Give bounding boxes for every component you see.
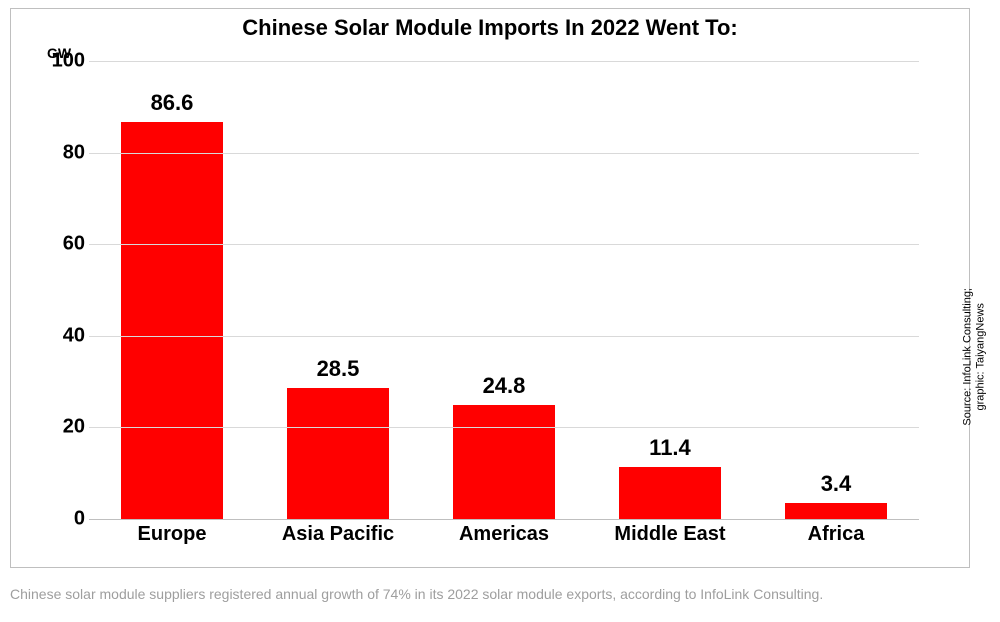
gridline xyxy=(89,61,919,62)
gridline xyxy=(89,427,919,428)
chart-frame: Chinese Solar Module Imports In 2022 Wen… xyxy=(0,0,1000,622)
y-tick-label: 40 xyxy=(45,324,85,347)
gridline xyxy=(89,336,919,337)
bar-value-label: 3.4 xyxy=(821,471,852,497)
y-tick-label: 60 xyxy=(45,233,85,256)
y-tick-label: 20 xyxy=(45,416,85,439)
bar-value-label: 11.4 xyxy=(649,435,691,461)
chart-title: Chinese Solar Module Imports In 2022 Wen… xyxy=(11,15,969,41)
bar: 11.4 xyxy=(619,467,722,519)
source-line-1: Source: InfoLink Consulting; xyxy=(962,288,974,426)
y-tick-label: 0 xyxy=(45,508,85,531)
bar: 3.4 xyxy=(785,503,888,519)
bar-group: 86.6 28.5 24.8 11.4 3.4 xyxy=(89,61,919,519)
y-tick-label: 80 xyxy=(45,141,85,164)
source-credit: Source: InfoLink Consulting; graphic: Ta… xyxy=(962,288,988,426)
bar: 28.5 xyxy=(287,388,390,519)
gridline xyxy=(89,519,919,520)
bar-value-label: 28.5 xyxy=(317,356,360,382)
bar: 24.8 xyxy=(453,405,556,519)
x-tick-label: Europe xyxy=(138,523,207,546)
bar-value-label: 24.8 xyxy=(483,373,526,399)
y-tick-label: 100 xyxy=(45,50,85,73)
chart-box: Chinese Solar Module Imports In 2022 Wen… xyxy=(10,8,970,568)
source-line-2: graphic: TaiyangNews xyxy=(975,303,987,410)
x-tick-label: Asia Pacific xyxy=(282,523,394,546)
bar: 86.6 xyxy=(121,122,224,519)
x-tick-label: Africa xyxy=(808,523,865,546)
gridline xyxy=(89,153,919,154)
x-tick-label: Middle East xyxy=(614,523,725,546)
bar-value-label: 86.6 xyxy=(151,90,194,116)
x-tick-label: Americas xyxy=(459,523,549,546)
plot-area: 86.628.524.811.43.4 020406080100 xyxy=(89,61,919,519)
caption-text: Chinese solar module suppliers registere… xyxy=(10,586,823,602)
gridline xyxy=(89,244,919,245)
